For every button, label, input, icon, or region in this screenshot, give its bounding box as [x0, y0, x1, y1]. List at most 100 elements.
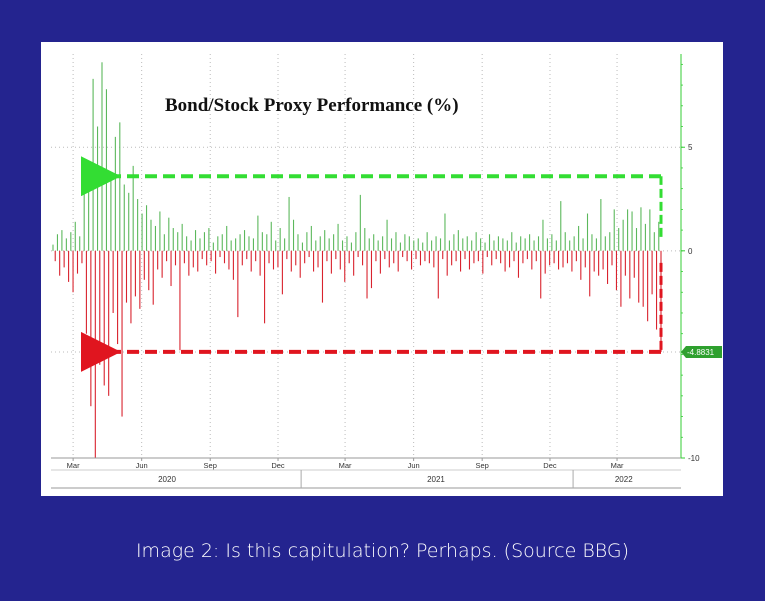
bar-positive — [190, 240, 192, 251]
bar-negative — [357, 250, 359, 258]
bar-negative — [522, 250, 524, 264]
bar-positive — [444, 213, 446, 251]
bar-positive — [439, 238, 442, 251]
bar-positive — [560, 201, 562, 251]
bar-negative — [473, 250, 475, 264]
bar-negative — [651, 250, 653, 295]
bar-positive — [257, 215, 259, 251]
bar-negative — [406, 250, 408, 262]
bar-negative — [348, 250, 350, 264]
bar-negative — [442, 250, 444, 260]
bar-negative — [513, 250, 515, 262]
bar-negative — [290, 250, 292, 272]
bar-positive — [123, 184, 125, 251]
bar-negative — [606, 250, 609, 284]
bar-positive — [399, 242, 401, 251]
bar-positive — [181, 223, 183, 251]
bar-positive — [618, 228, 620, 251]
bar-negative — [602, 250, 604, 270]
bar-positive — [546, 238, 548, 251]
bar-negative — [655, 250, 658, 330]
bar-negative — [139, 250, 141, 309]
bar-positive — [172, 228, 174, 251]
bar-negative — [68, 250, 70, 282]
bar-positive — [573, 236, 575, 251]
bar-positive — [417, 238, 419, 251]
bar-negative — [201, 250, 203, 260]
bar-negative — [121, 250, 123, 417]
bar-positive — [177, 232, 179, 251]
bar-positive — [79, 236, 81, 251]
bar-negative — [317, 250, 319, 268]
bar-negative — [353, 250, 355, 276]
bar-positive — [408, 236, 410, 251]
bar-negative — [206, 250, 208, 266]
bar-positive — [88, 188, 90, 251]
bar-positive — [542, 219, 544, 251]
bar-negative — [223, 250, 226, 264]
bar-positive — [163, 234, 165, 251]
bar-positive — [292, 219, 295, 251]
bar-positive — [466, 236, 468, 251]
bar-positive — [480, 238, 482, 251]
chart-title: Bond/Stock Proxy Performance (%) — [165, 95, 459, 116]
bar-negative — [611, 250, 613, 266]
x-tick-label: Sep — [475, 461, 488, 470]
bar-negative — [491, 250, 493, 266]
bar-negative — [504, 250, 506, 272]
image-caption: Image 2: Is this capitulation? Perhaps. … — [135, 540, 630, 562]
bar-positive — [65, 238, 67, 251]
bar-negative — [584, 250, 586, 268]
bar-negative — [304, 250, 306, 264]
bar-negative — [90, 250, 92, 407]
bar-positive — [431, 240, 433, 251]
bar-negative — [170, 250, 172, 287]
bar-positive — [493, 240, 495, 251]
bar-positive — [203, 232, 205, 251]
bar-positive — [600, 199, 602, 251]
bar-negative — [509, 250, 511, 268]
bar-positive — [275, 240, 277, 251]
bar-positive — [212, 242, 214, 251]
bar-negative — [580, 250, 582, 280]
bar-negative — [397, 250, 399, 272]
last-value-badge — [681, 345, 722, 358]
bar-negative — [428, 250, 430, 264]
bar-positive — [426, 232, 428, 251]
bar-negative — [615, 250, 618, 291]
bar-positive — [471, 240, 473, 251]
bar-negative — [464, 250, 466, 260]
bar-negative — [566, 250, 569, 264]
bar-negative — [402, 250, 404, 258]
bar-positive — [105, 89, 108, 251]
bar-positive — [137, 199, 139, 251]
bar-positive — [315, 240, 317, 251]
x-year-label: 2022 — [615, 475, 633, 484]
bar-negative — [540, 250, 542, 299]
bar-positive — [114, 136, 116, 251]
bar-positive — [141, 213, 143, 251]
bar-positive — [658, 221, 660, 251]
bar-positive — [145, 205, 148, 251]
bar-positive — [297, 234, 299, 251]
bar-negative — [241, 250, 243, 266]
x-year-label: 2021 — [427, 475, 445, 484]
bar-negative — [477, 250, 479, 262]
bar-positive — [132, 165, 134, 251]
bar-positive — [337, 223, 339, 251]
bar-positive — [524, 238, 526, 251]
bar-negative — [339, 250, 341, 270]
bar-negative — [326, 250, 328, 262]
bar-negative — [313, 250, 315, 272]
bar-positive — [350, 242, 352, 251]
bar-positive — [194, 230, 197, 251]
bar-positive — [154, 225, 156, 251]
bar-positive — [448, 240, 450, 251]
bar-negative — [63, 250, 65, 268]
bar-negative — [210, 250, 212, 262]
bar-positive — [395, 232, 397, 251]
bar-negative — [549, 250, 551, 266]
bar-negative — [259, 250, 261, 276]
bar-negative — [108, 250, 110, 396]
x-tick-label: Dec — [543, 461, 557, 470]
